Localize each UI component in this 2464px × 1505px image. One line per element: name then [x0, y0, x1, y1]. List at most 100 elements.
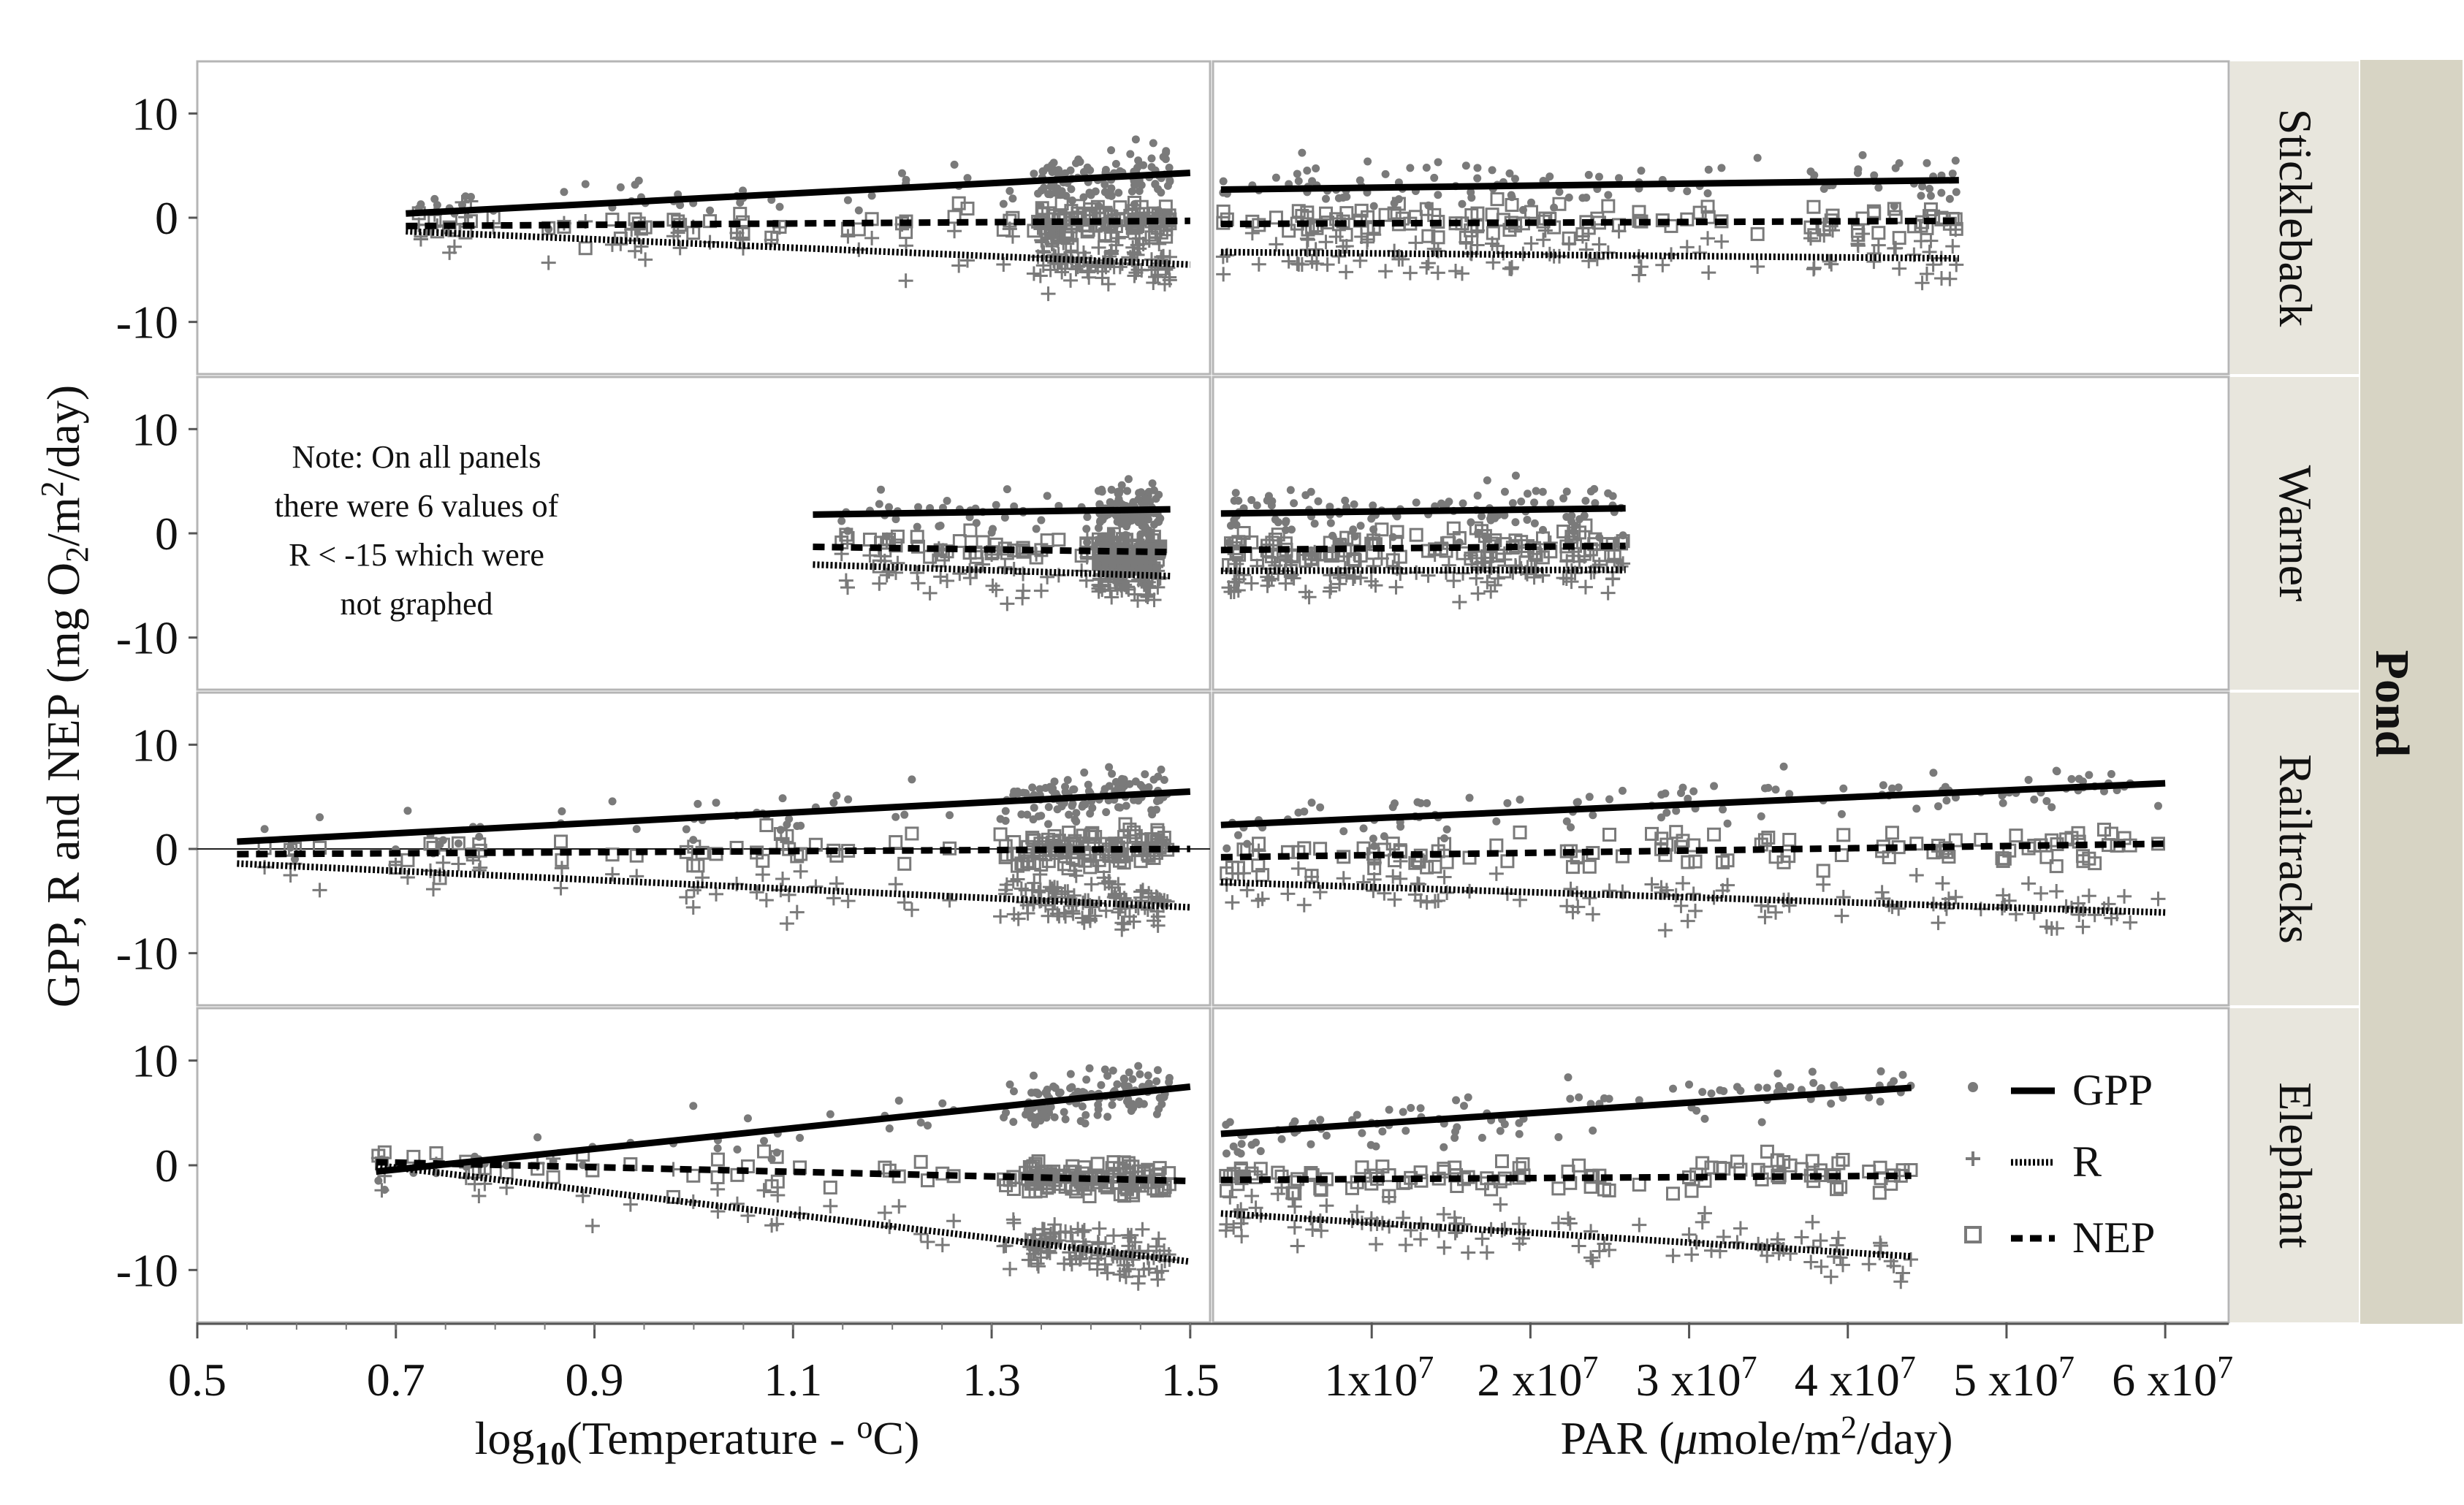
gpp-point [1271, 515, 1279, 524]
r-point [1151, 1231, 1166, 1246]
gpp-point [938, 1099, 947, 1108]
r-point [749, 885, 764, 900]
r-point [888, 877, 903, 892]
r-point [1903, 1251, 1918, 1267]
r-point [1318, 235, 1334, 250]
gpp-point [1125, 780, 1134, 788]
gpp-point [1430, 173, 1439, 182]
r-point [2039, 919, 2054, 934]
gpp-point [1530, 519, 1539, 527]
gpp-point [1353, 1110, 1361, 1119]
r-point [1470, 586, 1486, 601]
r-point [1323, 580, 1339, 595]
gpp-point [1698, 1088, 1707, 1097]
gpp-point [1233, 1148, 1242, 1157]
gpp-point [1082, 1075, 1091, 1084]
r-point [789, 904, 805, 920]
nep-point [1339, 227, 1353, 242]
nep-point [1572, 1158, 1586, 1173]
r-point [1631, 267, 1646, 283]
r-point [1835, 1257, 1850, 1273]
r-point [1583, 1224, 1599, 1239]
r-point [1803, 1254, 1819, 1270]
nep-point [1834, 848, 1849, 863]
r-point [1125, 1248, 1140, 1263]
gpp-point [1511, 471, 1520, 480]
gpp-point [1657, 790, 1666, 799]
gpp-point [1049, 159, 1058, 167]
gpp-point [1080, 768, 1089, 777]
gpp-point [1134, 156, 1143, 165]
r-point [1440, 885, 1455, 901]
r-point [829, 876, 844, 891]
gpp-point [1307, 799, 1316, 807]
nep-point [1364, 1176, 1379, 1191]
r-point [1368, 578, 1383, 593]
nep-point [1234, 1163, 1249, 1178]
r-point [1536, 232, 1551, 248]
gpp-point [1350, 500, 1358, 508]
r-point [1063, 273, 1079, 288]
gpp-point [1951, 156, 1960, 165]
gpp-point [1314, 497, 1323, 506]
r-point [1150, 267, 1166, 283]
r-point [1615, 884, 1630, 899]
nep-point [1695, 1156, 1710, 1170]
gpp-point [1111, 159, 1120, 168]
r-point [1462, 883, 1478, 899]
r-point [1408, 235, 1423, 251]
gpp-point [1263, 496, 1271, 505]
nep-point [733, 207, 748, 221]
gpp-point [1044, 803, 1053, 812]
gpp-point [1120, 512, 1129, 521]
nep-point [1387, 206, 1402, 221]
r-point [1147, 593, 1162, 608]
r-point [458, 1170, 474, 1186]
r-point [1236, 866, 1251, 881]
gpp-point [260, 825, 269, 834]
gpp-fit-line [1220, 505, 1626, 517]
r-point [710, 1204, 726, 1219]
nep-point [1269, 210, 1283, 225]
r-point [779, 916, 794, 931]
gpp-point [1222, 1149, 1231, 1158]
r-point [1686, 886, 1701, 902]
nep-point [1083, 829, 1098, 844]
r-point [1794, 1230, 1809, 1245]
gpp-point [631, 180, 639, 189]
nep-point [1949, 221, 1963, 236]
nep-point [2064, 831, 2079, 845]
gpp-point [1496, 1127, 1505, 1135]
nep-point [1836, 1152, 1850, 1167]
gpp-point [1165, 163, 1174, 172]
r-point [1101, 874, 1117, 889]
nep-point [1313, 1181, 1328, 1196]
r-point [756, 1183, 772, 1198]
r-point [758, 893, 774, 908]
nep-point [993, 827, 1008, 842]
nep-point [1666, 1186, 1681, 1201]
nep-point [1226, 1167, 1241, 1181]
gpp-point [1009, 1118, 1018, 1127]
r-point [1551, 1215, 1566, 1230]
gpp-point [689, 836, 698, 845]
y-tick-label: 0 [155, 1140, 178, 1192]
nep-point [1995, 851, 2009, 866]
nep-point [1513, 825, 1527, 839]
gpp-point [579, 1161, 588, 1170]
r-point [1782, 898, 1797, 913]
r-point [1073, 1251, 1089, 1266]
nep-point [2039, 850, 2054, 864]
gpp-point [1874, 183, 1883, 192]
y-tick-label: 10 [132, 1035, 178, 1087]
gpp-point [1144, 783, 1153, 792]
gpp-point [1046, 190, 1055, 199]
gpp-point [1166, 176, 1174, 185]
r-point [1806, 260, 1822, 275]
r-point [1033, 1250, 1049, 1265]
nep-point [1431, 230, 1445, 245]
gpp-point [712, 799, 720, 807]
gpp-point [1137, 488, 1146, 497]
r-point [1226, 1220, 1241, 1235]
